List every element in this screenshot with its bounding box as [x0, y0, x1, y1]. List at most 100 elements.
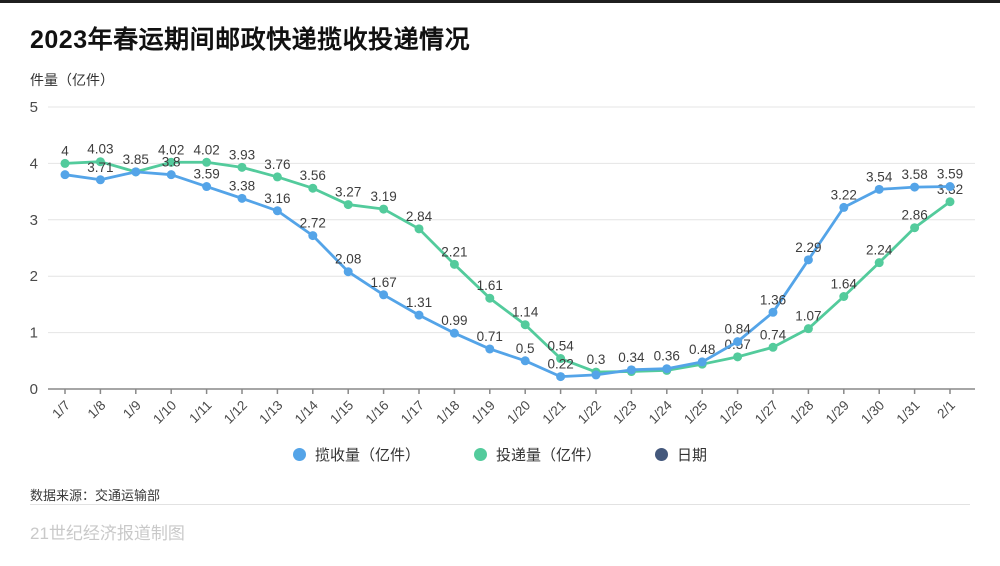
x-tick-label: 1/22 [575, 398, 604, 427]
chart-legend: 揽收量（亿件） 投递量（亿件） 日期 [0, 444, 1000, 465]
x-tick-label: 1/30 [858, 398, 887, 427]
delivery-point [343, 200, 353, 210]
delivery-data-label: 3.93 [229, 147, 255, 162]
y-axis-title: 件量（亿件） [30, 72, 114, 88]
pickup-point [945, 182, 955, 192]
pickup-point [662, 364, 672, 374]
pickup-data-label: 0.36 [654, 349, 680, 364]
delivery-point [945, 197, 955, 207]
pickup-point [60, 170, 70, 180]
legend-label-date: 日期 [677, 447, 708, 464]
delivery-data-label: 3.27 [335, 185, 361, 200]
data-source-text: 数据来源：交通运输部 [30, 488, 161, 503]
pickup-point [95, 175, 105, 185]
delivery-point [839, 292, 849, 302]
pickup-data-label: 3.38 [229, 178, 255, 193]
delivery-point [202, 157, 212, 167]
delivery-data-label: 2.21 [441, 244, 467, 259]
pickup-point [343, 267, 353, 277]
delivery-point [414, 224, 424, 234]
delivery-point [733, 352, 743, 362]
pickup-data-label: 3.16 [264, 191, 290, 206]
delivery-data-label: 0.3 [587, 352, 606, 367]
pickup-point [910, 182, 920, 192]
pickup-data-label: 3.85 [123, 152, 149, 167]
delivery-series: 4 4.03 4.02 4.02 3.93 3.76 3.56 3.27 3.19 2.84 2.2… [60, 142, 963, 377]
x-tick-label: 1/19 [469, 398, 498, 427]
x-tick-label: 1/14 [292, 397, 322, 427]
pickup-data-label: 1.31 [406, 295, 432, 310]
pickup-point [272, 206, 282, 216]
delivery-data-label: 0.54 [547, 339, 574, 354]
delivery-point [874, 258, 884, 268]
pickup-data-label: 2.29 [795, 240, 821, 255]
delivery-data-label: 1.14 [512, 305, 539, 320]
x-tick-label: 2/1 [934, 398, 958, 422]
pickup-point [308, 231, 318, 241]
x-axis: 1/7 1/8 1/9 1/10 1/11 1/12 1/13 1/14 1/15 1/16 1/1… [48, 388, 975, 427]
delivery-point [556, 354, 566, 364]
pickup-data-label: 3.59 [193, 167, 219, 182]
grid-lines: 0 1 2 3 4 5 [30, 99, 975, 398]
pickup-data-label: 0.34 [618, 350, 645, 365]
pickup-point [414, 310, 424, 320]
delivery-data-label: 2.84 [406, 209, 433, 224]
delivery-data-label: 3.56 [300, 168, 326, 183]
pickup-point [556, 372, 566, 382]
pickup-point [768, 307, 778, 317]
x-tick-label: 1/31 [894, 398, 923, 427]
x-tick-label: 1/15 [327, 398, 356, 427]
pickup-data-label: 3.8 [162, 155, 181, 170]
pickup-line [63, 170, 952, 378]
pickup-data-label: 0.71 [477, 329, 503, 344]
x-tick-label: 1/24 [646, 397, 676, 427]
legend-item-pickup[interactable]: 揽收量（亿件） [292, 444, 420, 465]
x-tick-label: 1/23 [610, 398, 639, 427]
pickup-point [874, 184, 884, 194]
delivery-point [95, 157, 105, 167]
delivery-point [308, 183, 318, 193]
pickup-data-label: 3.58 [901, 167, 927, 182]
pickup-data-label: 2.08 [335, 252, 361, 267]
pickup-point [237, 193, 247, 203]
pickup-point [166, 170, 176, 180]
delivery-line [63, 160, 952, 374]
pickup-point [449, 328, 459, 338]
y-tick-label: 0 [30, 381, 38, 398]
date-legend-dot-icon [655, 448, 668, 461]
pickup-data-label: 1.67 [370, 275, 396, 290]
delivery-point [803, 324, 813, 334]
pickup-point [803, 255, 813, 265]
delivery-point [379, 204, 389, 214]
top-accent-bar [0, 0, 1000, 3]
legend-label-delivery: 投递量（亿件） [495, 447, 601, 464]
delivery-point [485, 293, 495, 303]
x-tick-label: 1/16 [363, 398, 392, 427]
x-tick-label: 1/26 [717, 398, 746, 427]
page-title: 2023年春运期间邮政快递揽收投递情况 [30, 26, 471, 54]
pickup-point [202, 182, 212, 192]
delivery-point [910, 223, 920, 233]
delivery-data-label: 2.86 [901, 208, 927, 223]
delivery-point [237, 162, 247, 172]
credit-text: 21世纪经济报道制图 [30, 524, 185, 543]
x-tick-label: 1/13 [256, 398, 285, 427]
x-tick-label: 1/12 [221, 398, 250, 427]
pickup-point [131, 167, 141, 177]
x-tick-label: 1/28 [787, 398, 816, 427]
delivery-data-label: 2.24 [866, 243, 893, 258]
x-tick-label: 1/18 [433, 398, 462, 427]
pickup-point [591, 370, 601, 380]
pickup-data-label: 0.84 [724, 322, 751, 337]
x-tick-label: 1/20 [504, 398, 533, 427]
delivery-point [768, 342, 778, 352]
y-tick-label: 5 [30, 99, 38, 116]
legend-item-delivery[interactable]: 投递量（亿件） [473, 444, 601, 465]
legend-item-date[interactable]: 日期 [655, 444, 707, 465]
delivery-data-label: 0.74 [760, 327, 787, 342]
delivery-point [166, 157, 176, 167]
pickup-point [697, 357, 707, 367]
delivery-data-label: 3.19 [370, 189, 396, 204]
y-tick-label: 3 [30, 212, 38, 229]
y-tick-label: 1 [30, 325, 38, 342]
